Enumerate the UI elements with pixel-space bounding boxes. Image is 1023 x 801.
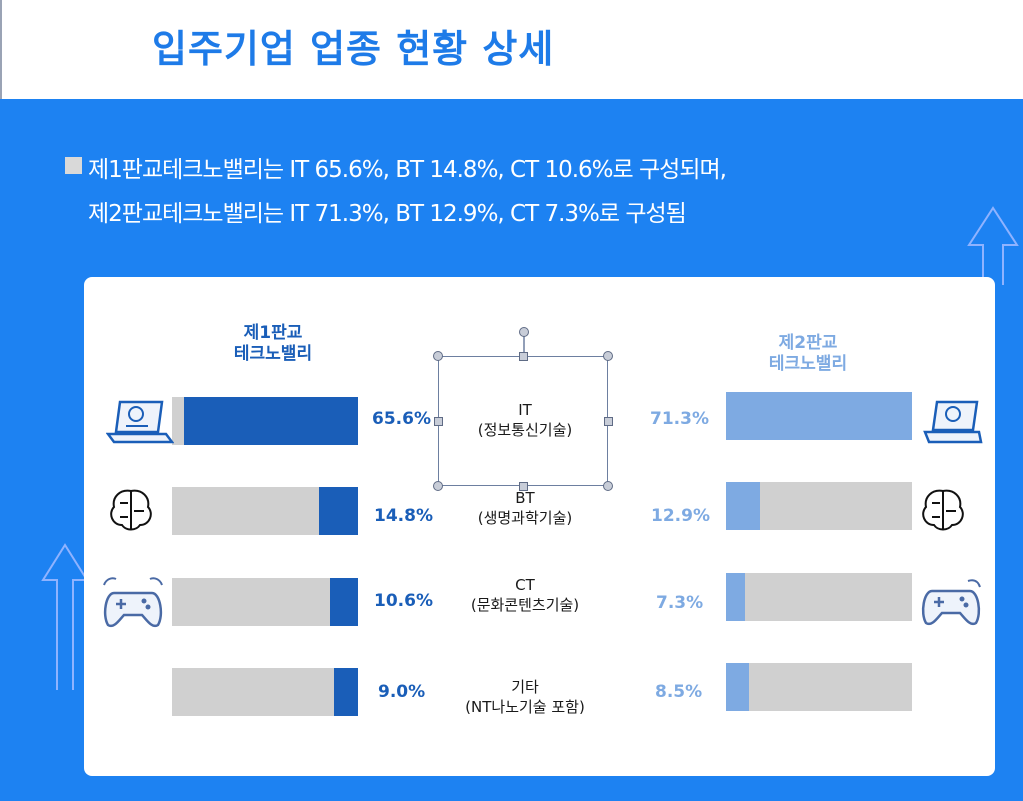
bar-valley1-bt [172,487,358,535]
bar-valley1-it [172,397,358,445]
bar-fill-valley2-ct [726,573,745,621]
value-label-valley2-it: 71.3% [650,409,709,429]
rotate-handle[interactable] [519,327,529,337]
brain-icon [922,489,964,531]
header-bar: 입주기업 업종 현황 상세 [0,0,1023,99]
category-label-ct: CT (문화콘텐츠기술) [455,575,595,615]
value-label-valley2-ct: 7.3% [656,593,704,613]
series-1-title: 제1판교 테크노밸리 [208,323,338,365]
category-name: CT [515,576,535,594]
gamepad-icon [921,579,981,626]
brain-icon [110,489,152,531]
resize-handle[interactable] [604,417,613,426]
bar-fill-valley1-it [184,397,358,445]
series-2-title-line2: 테크노밸리 [768,354,848,374]
resize-handle[interactable] [434,417,443,426]
bar-fill-valley2-etc [726,663,749,711]
page-title: 입주기업 업종 현황 상세 [152,27,555,71]
bar-fill-valley2-it [726,392,912,440]
category-name: 기타 [511,678,539,696]
value-label-valley1-etc: 9.0% [378,682,426,702]
bar-valley2-bt [726,482,912,530]
value-label-valley1-ct: 10.6% [374,591,433,611]
bar-fill-valley1-etc [334,668,358,716]
resize-handle[interactable] [433,351,443,361]
series-1-title-line1: 제1판교 [243,323,303,343]
category-sub: (정보통신기술) [477,421,573,439]
value-label-valley1-it: 65.6% [372,409,431,429]
resize-handle[interactable] [519,352,528,361]
series-2-title: 제2판교 테크노밸리 [743,333,873,375]
bar-valley1-ct [172,578,358,626]
up-arrow-icon [41,543,89,690]
category-sub: (생명과학기술) [477,509,573,527]
bar-fill-valley1-bt [319,487,358,535]
bar-valley2-it [726,392,912,440]
bar-valley2-ct [726,573,912,621]
value-label-valley2-etc: 8.5% [655,682,703,702]
resize-handle[interactable] [603,351,613,361]
value-label-valley1-bt: 14.8% [374,506,433,526]
resize-handle[interactable] [433,481,443,491]
gamepad-icon [103,577,163,628]
bullet-marker [65,157,82,174]
category-label-bt: BT (생명과학기술) [455,488,595,528]
category-name: IT [518,401,532,419]
bar-valley2-etc [726,663,912,711]
bar-fill-valley2-bt [726,482,760,530]
series-2-title-line1: 제2판교 [778,333,838,353]
laptop-icon [923,400,983,444]
category-name: BT [515,489,535,507]
bar-fill-valley1-ct [330,578,358,626]
category-sub: (문화콘텐츠기술) [470,596,580,614]
value-label-valley2-bt: 12.9% [651,506,710,526]
resize-handle[interactable] [519,482,528,491]
series-1-title-line2: 테크노밸리 [233,344,313,364]
bar-valley1-etc [172,668,358,716]
summary-line-1: 제1판교테크노밸리는 IT 65.6%, BT 14.8%, CT 10.6%로… [88,157,727,183]
laptop-icon [106,400,174,444]
category-label-etc: 기타 (NT나노기술 포함) [455,677,595,717]
selection-box[interactable] [438,356,608,486]
category-sub: (NT나노기술 포함) [465,698,585,716]
summary-line-2: 제2판교테크노밸리는 IT 71.3%, BT 12.9%, CT 7.3%로 … [88,201,687,227]
category-label-it: IT (정보통신기술) [455,400,595,440]
up-arrow-icon [967,206,1019,285]
resize-handle[interactable] [603,481,613,491]
